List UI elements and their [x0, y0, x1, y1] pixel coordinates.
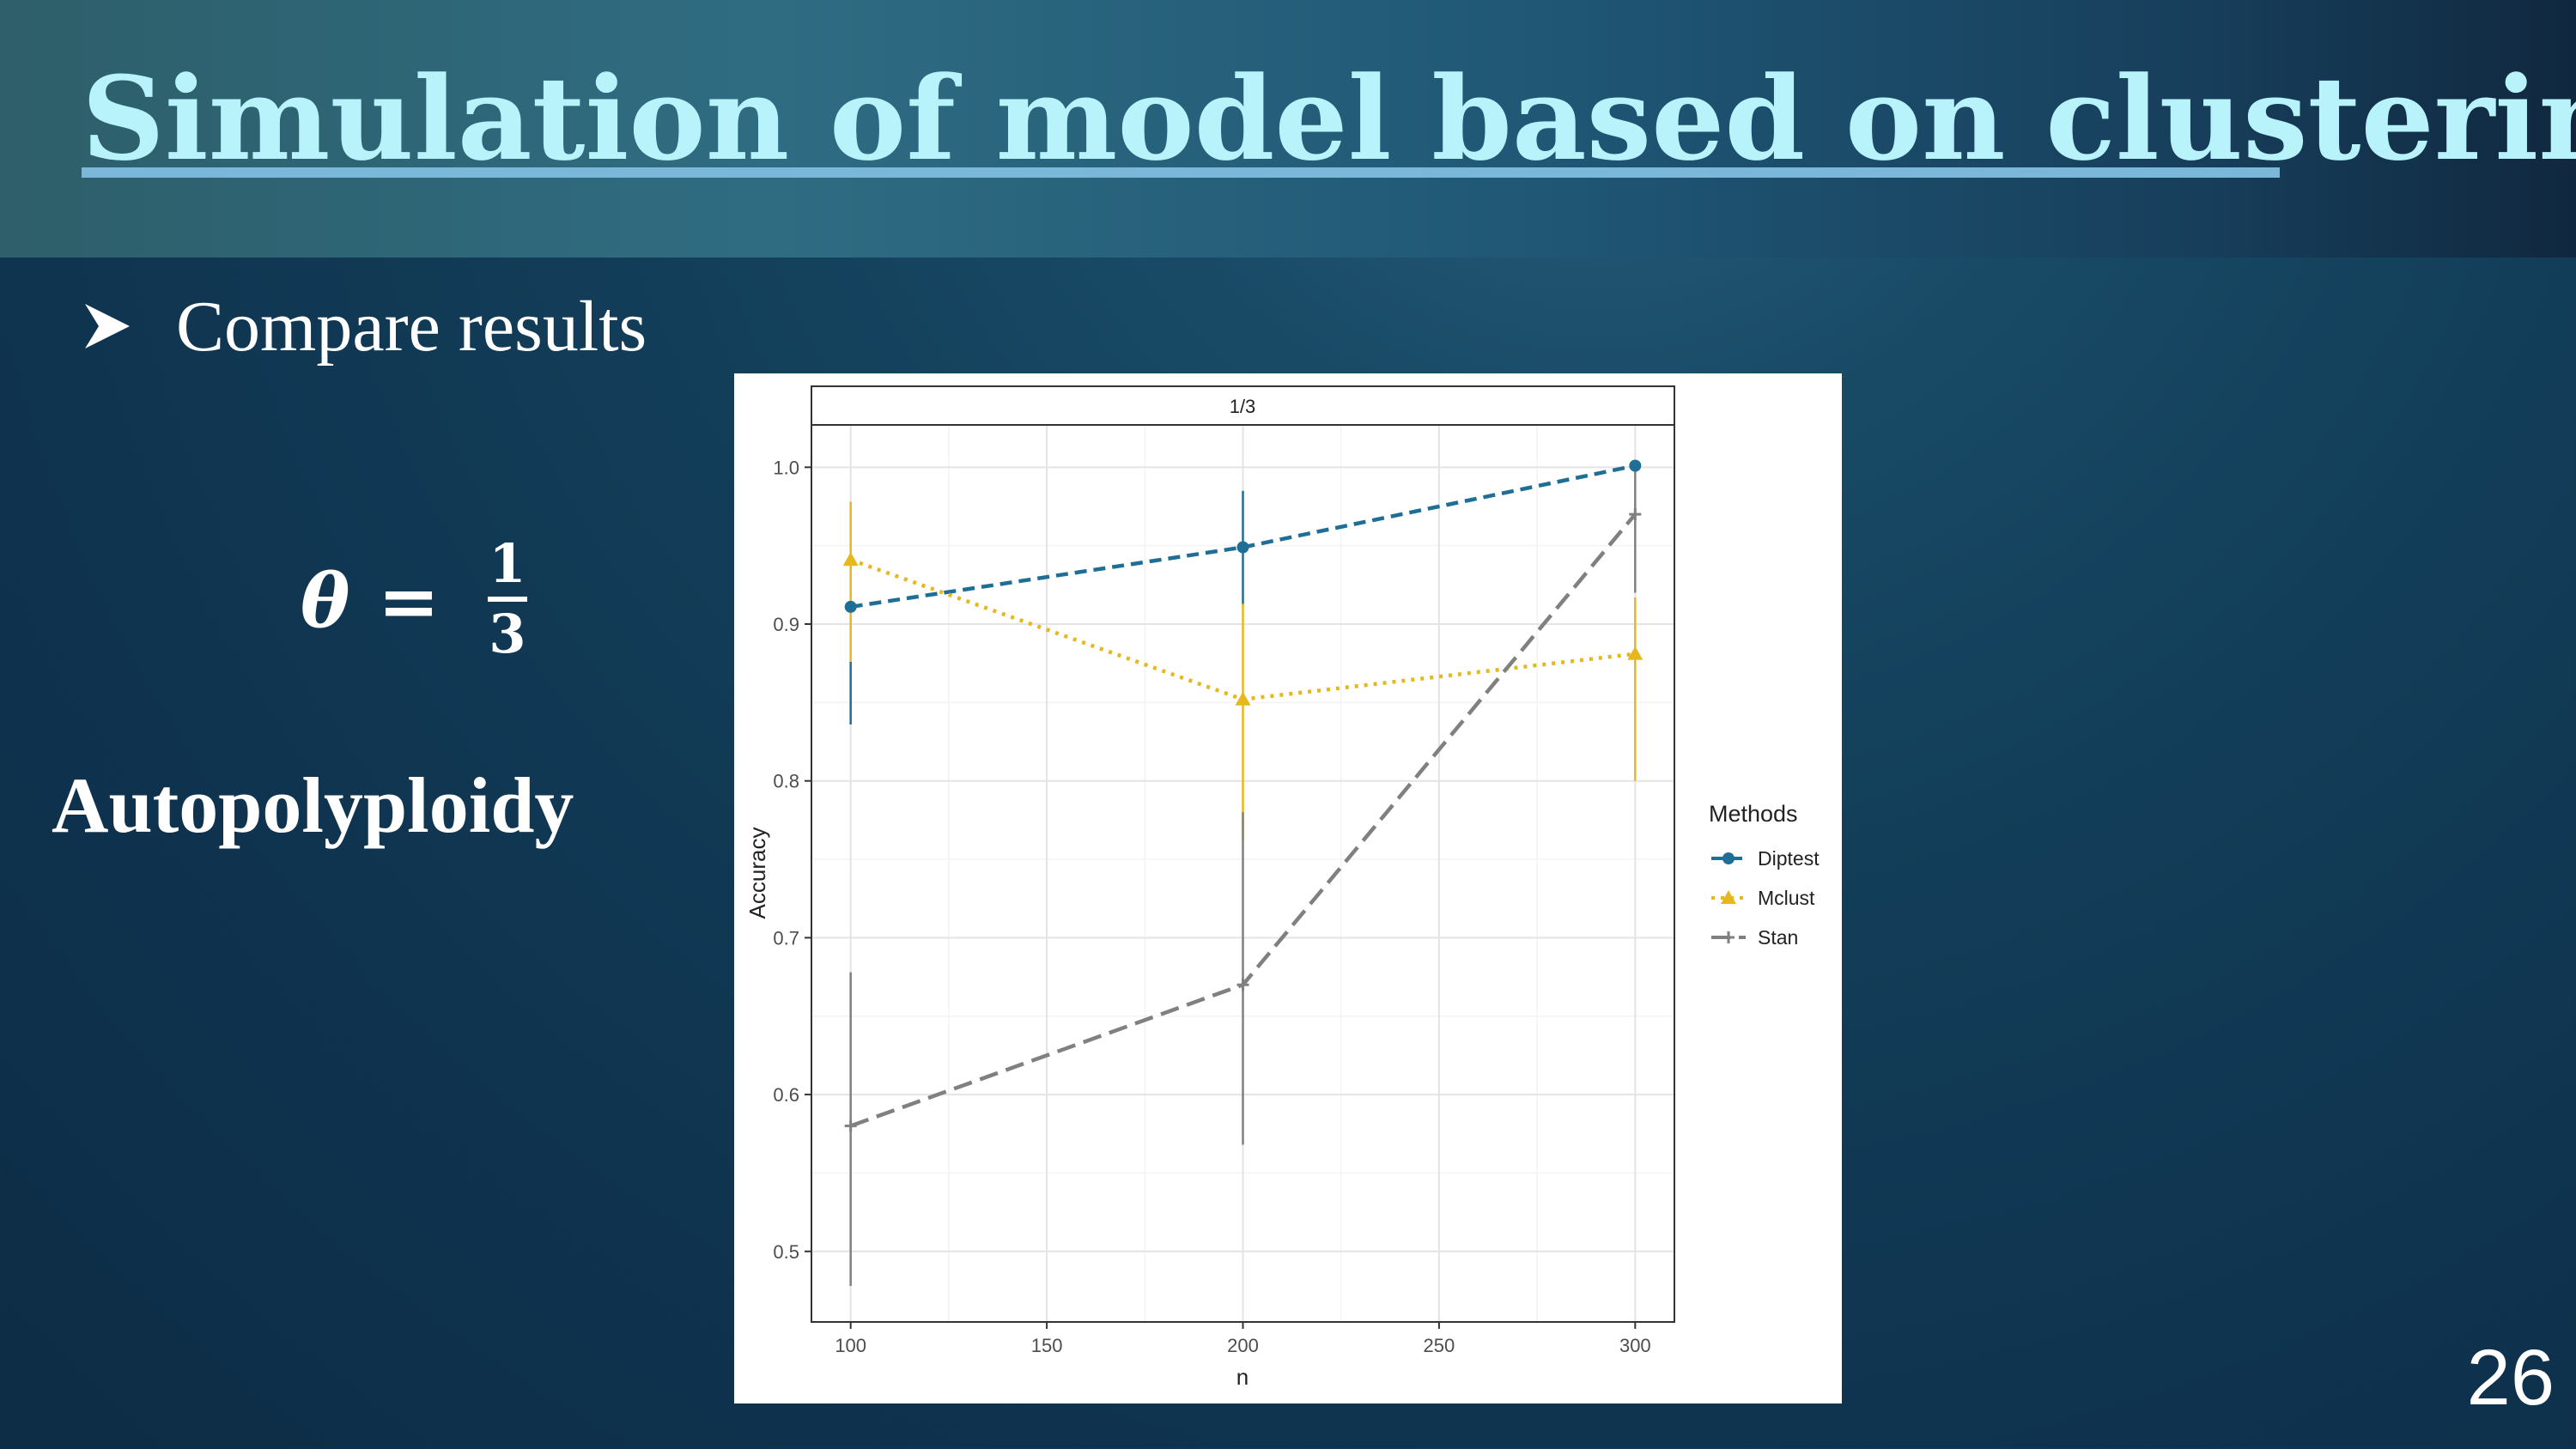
theta-formula: θ = 1 3: [301, 532, 558, 670]
autopolyploidy-heading: Autopolyploidy: [52, 761, 574, 849]
legend-label-stan: Stan: [1758, 926, 1798, 949]
diptest-point: [1236, 541, 1249, 554]
series-points: [842, 459, 1643, 1132]
legend-label-mclust: Mclust: [1758, 887, 1815, 909]
y-axis-ticks: 0.5 0.6 0.7 0.8 0.9 1.0: [773, 457, 811, 1263]
y-tick-label: 0.5: [773, 1241, 799, 1263]
title-band: [0, 0, 2576, 258]
y-axis-label: Accuracy: [744, 828, 770, 919]
x-tick-label: 150: [1031, 1335, 1063, 1356]
x-tick-label: 300: [1619, 1335, 1651, 1356]
formula-fraction-bar: [488, 597, 527, 602]
slide-title: Simulation of model based on clustering: [82, 51, 2576, 186]
stan-point: [1629, 508, 1642, 521]
legend-title: Methods: [1709, 801, 1798, 827]
y-tick-label: 0.9: [773, 614, 799, 635]
x-axis-ticks: 100 150 200 250 300: [835, 1322, 1651, 1356]
y-tick-label: 0.7: [773, 927, 799, 949]
y-tick-label: 0.8: [773, 771, 799, 792]
formula-equals: =: [378, 558, 440, 645]
legend-marker-mclust: [1721, 890, 1736, 904]
stan-point: [844, 1119, 857, 1132]
title-underline: [82, 167, 2280, 178]
page-number: 26: [2466, 1334, 2555, 1422]
formula-numerator: 1: [489, 532, 526, 595]
mclust-point: [1627, 646, 1643, 660]
diptest-point: [844, 600, 857, 613]
formula-theta: θ: [301, 558, 350, 645]
legend-marker-diptest: [1722, 852, 1735, 864]
y-tick-label: 0.6: [773, 1084, 799, 1106]
legend-marker-stan: [1722, 931, 1735, 943]
legend-label-diptest: Diptest: [1758, 847, 1820, 870]
diptest-point: [1629, 459, 1642, 472]
arrowhead-bullet-icon: [85, 304, 130, 349]
x-axis-label: n: [1236, 1364, 1249, 1390]
facet-label: 1/3: [1230, 396, 1256, 417]
chart-svg: 1/3 0.5 0.6 0.7 0.8 0.9 1.0 100 150 200 250 300 n…: [744, 385, 1820, 1390]
x-tick-label: 200: [1227, 1335, 1259, 1356]
legend: Methods Diptest Mclust Stan: [1709, 801, 1820, 949]
mclust-point: [1235, 691, 1251, 706]
bullet-text: Compare results: [176, 286, 647, 367]
accuracy-chart: 1/3 0.5 0.6 0.7 0.8 0.9 1.0 100 150 200 250 300 n…: [734, 373, 1842, 1404]
bullet-item: Compare results: [82, 283, 647, 369]
x-tick-label: 100: [835, 1335, 866, 1356]
y-tick-label: 1.0: [773, 457, 799, 478]
formula-denominator: 3: [489, 603, 526, 665]
stan-point: [1236, 979, 1249, 991]
x-tick-label: 250: [1424, 1335, 1455, 1356]
mclust-point: [842, 552, 859, 567]
